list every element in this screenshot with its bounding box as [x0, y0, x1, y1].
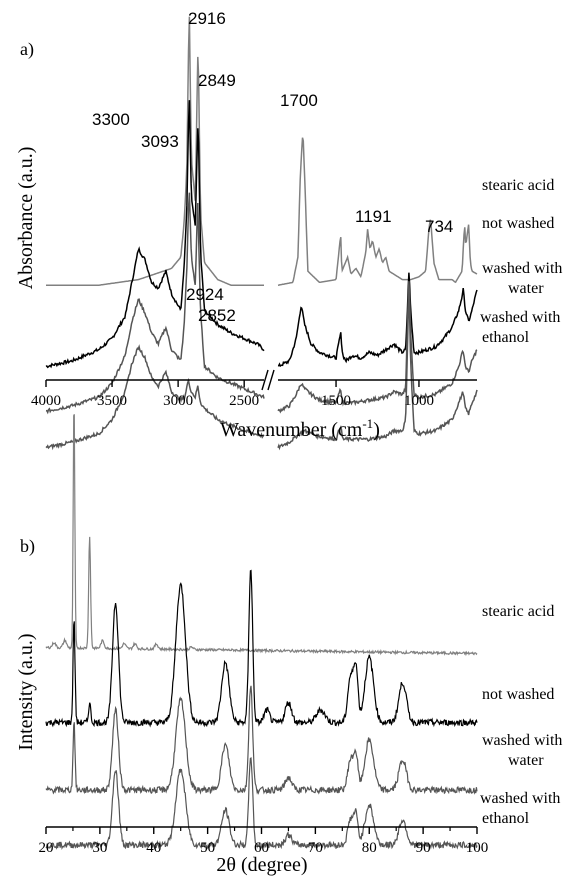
- peak-label-1700: 1700: [280, 91, 318, 110]
- panel-b-legend-stearic-acid: stearic acid: [482, 603, 554, 620]
- peak-label-1191: 1191: [355, 207, 392, 226]
- panel-a-series: [45, 16, 478, 451]
- peak-label-3300: 3300: [92, 110, 130, 129]
- peak-label-2849: 2849: [198, 71, 236, 90]
- panel-b-tick-label-100: 100: [466, 840, 489, 856]
- peak-label-2924: 2924: [186, 285, 224, 304]
- panel-a: a) Absorbance (a.u.) 4000 3500 3000 2500 150…: [15, 9, 562, 451]
- panel-b-series-washed-with-ethanol: [45, 757, 478, 851]
- panel-a-legend-washed-water-2: water: [508, 280, 544, 297]
- panel-b-tick-label-80: 80: [362, 840, 377, 856]
- panel-a-series-not-washed-segment-2: [277, 272, 478, 368]
- panel-a-series-washed-with-ethanol-segment-1: [45, 344, 265, 451]
- panel-b-tick-label-90: 90: [416, 840, 431, 856]
- panel-b-tick-label-20: 20: [39, 840, 54, 856]
- panel-a-axis-break: [261, 369, 275, 391]
- panel-a-tick-label-2500: 2500: [229, 393, 259, 409]
- panel-a-tick-label-1500: 1500: [321, 393, 351, 409]
- panel-a-ylabel: Absorbance (a.u.): [15, 147, 37, 290]
- panel-a-tick-label-3500: 3500: [97, 393, 127, 409]
- panel-b-legend-washed-ethanol-1: washed with: [480, 790, 560, 807]
- panel-b-series-not-washed: [45, 569, 478, 728]
- panel-a-series-washed-with-water-segment-1: [45, 192, 265, 415]
- panel-b-tick-label-60: 60: [254, 840, 269, 856]
- panel-a-series-stearic-acid-segment-1: [46, 16, 264, 286]
- panel-a-tick-label-1000: 1000: [404, 393, 434, 409]
- panel-b-tick-label-70: 70: [308, 840, 323, 856]
- panel-a-tick-label-4000: 4000: [31, 393, 61, 409]
- panel-b-legend-not-washed: not washed: [482, 686, 554, 703]
- panel-b: b) Intensity (a.u.) 20 30 40 50 60 70 80 90 100 …: [15, 414, 562, 876]
- panel-a-label: a): [20, 39, 34, 60]
- panel-a-legend-washed-water-1: washed with: [482, 260, 562, 277]
- panel-a-series-stearic-acid-segment-2: [277, 137, 478, 286]
- peak-label-3093: 3093: [141, 132, 179, 151]
- peak-label-2916: 2916: [188, 9, 226, 28]
- panel-a-ticks: 4000 3500 3000 2500 1500 1000: [31, 380, 434, 409]
- panel-b-legend-washed-water-1: washed with: [482, 732, 562, 749]
- panel-b-series-washed-with-water: [45, 685, 478, 795]
- panel-a-xlabel: Wavenumber (cm-1): [220, 416, 380, 441]
- panel-a-series-not-washed-segment-1: [45, 100, 265, 369]
- panel-b-tick-label-30: 30: [92, 840, 107, 856]
- panel-b-legend-washed-water-2: water: [508, 752, 544, 769]
- panel-a-series-washed-with-water-segment-2: [277, 281, 478, 414]
- panel-a-legend-not-washed: not washed: [482, 215, 554, 232]
- panel-b-xlabel: 2θ (degree): [216, 854, 307, 876]
- panel-b-legend-washed-ethanol-2: ethanol: [482, 810, 530, 827]
- panel-a-legend-washed-ethanol-1: washed with: [480, 309, 560, 326]
- peak-label-734: 734: [425, 217, 453, 236]
- panel-b-series-stearic-acid: [45, 414, 478, 657]
- panel-b-ticks: 20 30 40 50 60 70 80 90 100: [39, 827, 489, 856]
- panel-b-tick-label-40: 40: [146, 840, 161, 856]
- panel-a-legend-stearic-acid: stearic acid: [482, 177, 554, 194]
- panel-b-ylabel: Intensity (a.u.): [15, 633, 37, 750]
- panel-a-legend-washed-ethanol-2: ethanol: [482, 329, 530, 346]
- panel-a-tick-label-3000: 3000: [163, 393, 193, 409]
- panel-a-series-washed-with-ethanol-segment-2: [277, 290, 478, 451]
- panel-b-label: b): [20, 536, 35, 557]
- panel-b-tick-label-50: 50: [200, 840, 215, 856]
- panel-b-series: [45, 414, 478, 851]
- peak-label-2852: 2852: [198, 306, 236, 325]
